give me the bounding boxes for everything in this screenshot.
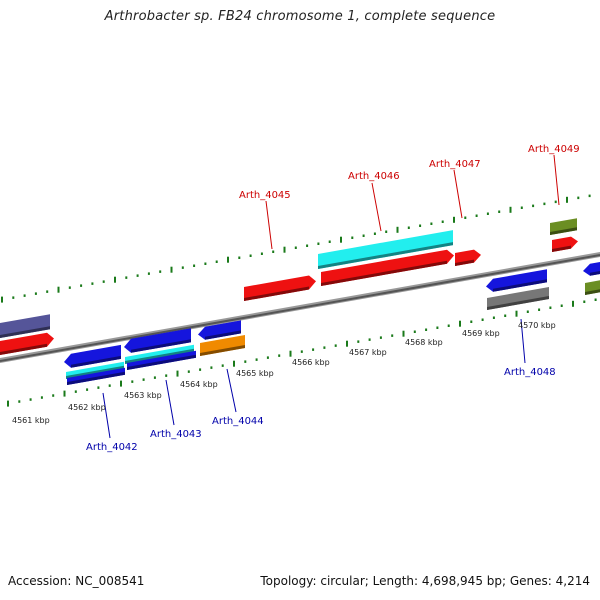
- leader-line: [371, 182, 382, 232]
- gene-arth-4049-olive[interactable]: [550, 218, 577, 235]
- scale-label: 4562 kbp: [68, 403, 106, 412]
- gene-left-red[interactable]: [0, 332, 54, 355]
- gene-label-arth-4043[interactable]: Arth_4043: [150, 429, 202, 440]
- gene-label-arth-4049[interactable]: Arth_4049: [528, 144, 580, 155]
- leader-line: [165, 379, 175, 426]
- gene-features: [0, 218, 600, 385]
- leader-line: [520, 318, 526, 364]
- gene-left-purple[interactable]: [0, 314, 50, 338]
- gene-arth-4044[interactable]: [198, 320, 241, 340]
- scale-label: 4561 kbp: [12, 416, 50, 425]
- gene-arth-4048-gray[interactable]: [487, 287, 549, 310]
- gene-arth-4043-cyan[interactable]: [125, 344, 194, 364]
- scale-label: 4569 kbp: [462, 329, 500, 338]
- gene-arth-4043-blue2[interactable]: [127, 350, 196, 370]
- gene-label-arth-4044[interactable]: Arth_4044: [212, 416, 264, 427]
- leader-line: [226, 368, 237, 413]
- gene-label-arth-4047[interactable]: Arth_4047: [429, 159, 481, 170]
- gene-arth-4043[interactable]: [124, 328, 191, 353]
- gene-arth-4044-orange[interactable]: [200, 335, 245, 356]
- scale-label: 4565 kbp: [236, 369, 274, 378]
- gene-arth-4045[interactable]: [244, 275, 316, 302]
- leader-line: [553, 154, 560, 206]
- scale-label: 4568 kbp: [405, 338, 443, 347]
- gene-label-arth-4048[interactable]: Arth_4048: [504, 367, 556, 378]
- gene-labels: Arth_4045 Arth_4046 Arth_4047 Arth_4049 …: [86, 144, 580, 453]
- gene-label-arth-4045[interactable]: Arth_4045: [239, 190, 291, 201]
- leader-line: [102, 392, 111, 439]
- gene-right-blue[interactable]: [583, 262, 600, 276]
- scale-label: 4563 kbp: [124, 391, 162, 400]
- map-title: Arthrobacter sp. FB24 chromosome 1, comp…: [104, 9, 496, 24]
- scale-label: 4567 kbp: [349, 348, 387, 357]
- scale-label: 4566 kbp: [292, 358, 330, 367]
- scale-label: 4570 kbp: [518, 321, 556, 330]
- scale-labels: 4561 kbp 4562 kbp 4563 kbp 4564 kbp 4565…: [12, 321, 556, 425]
- gene-arth-4047[interactable]: [455, 249, 481, 266]
- leader-line: [265, 200, 273, 250]
- scale-ticks: [1, 194, 597, 407]
- chromosome-backbone-shade: [0, 254, 600, 362]
- gene-arth-4046-cyan[interactable]: [318, 230, 453, 269]
- gene-label-arth-4042[interactable]: Arth_4042: [86, 442, 138, 453]
- gene-label-arth-4046[interactable]: Arth_4046: [348, 171, 400, 182]
- gene-arth-4042[interactable]: [64, 344, 121, 368]
- label-leader-lines: [102, 154, 560, 439]
- gene-arth-4049[interactable]: [552, 236, 578, 252]
- gene-right-olive[interactable]: [585, 280, 600, 295]
- gene-arth-4046[interactable]: [321, 249, 454, 286]
- accession-text: Accession: NC_008541: [8, 574, 145, 588]
- gene-arth-4042-blue2[interactable]: [67, 367, 125, 385]
- genome-summary-text: Topology: circular; Length: 4,698,945 bp…: [260, 574, 590, 588]
- leader-line: [453, 169, 463, 219]
- scale-label: 4564 kbp: [180, 380, 218, 389]
- gene-arth-4048[interactable]: [486, 269, 547, 292]
